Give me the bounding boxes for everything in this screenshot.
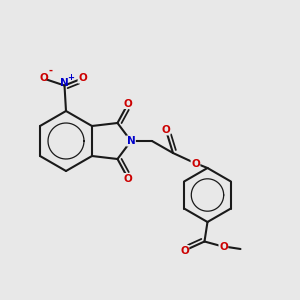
Text: O: O xyxy=(78,73,87,83)
Text: O: O xyxy=(124,98,132,109)
Text: O: O xyxy=(219,242,228,252)
Text: N: N xyxy=(60,77,69,88)
Text: +: + xyxy=(68,73,75,82)
Text: O: O xyxy=(161,125,170,135)
Text: O: O xyxy=(191,158,200,169)
Text: O: O xyxy=(180,245,189,256)
Text: -: - xyxy=(48,66,52,76)
Text: O: O xyxy=(124,173,132,184)
Text: O: O xyxy=(39,73,48,83)
Text: N: N xyxy=(127,136,135,146)
